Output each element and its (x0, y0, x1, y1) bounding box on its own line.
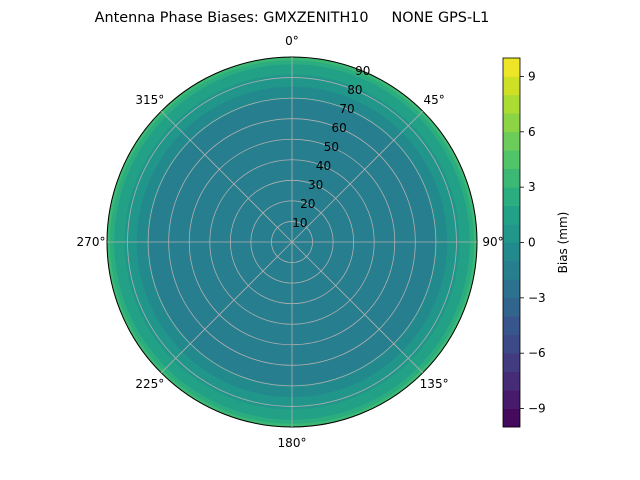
colorbar-tick-label: −3 (528, 291, 546, 305)
radial-tick-label: 60 (332, 121, 347, 135)
colorbar-segment (503, 334, 520, 354)
radial-tick-label: 20 (300, 197, 315, 211)
radial-tick-label: 70 (339, 102, 354, 116)
colorbar-segment (503, 279, 520, 299)
angular-gridline (291, 241, 424, 374)
angular-tick-label: 180° (278, 436, 307, 450)
chart-title: Antenna Phase Biases: GMXZENITH10 NONE G… (95, 10, 490, 26)
angular-tick-label: 0° (285, 34, 299, 48)
radial-tick-label: 40 (316, 159, 331, 173)
colorbar-segment (503, 113, 520, 133)
angular-gridline (160, 241, 293, 374)
colorbar-segment (503, 297, 520, 317)
colorbar: −9 −6 −3 0 3 6 9 Bias (mm) (502, 57, 570, 428)
polar-grid (106, 56, 478, 428)
angular-gridline (291, 110, 424, 243)
colorbar-segment (503, 353, 520, 372)
colorbar-segment (503, 205, 520, 225)
angular-tick-label: 135° (420, 377, 449, 391)
colorbar-segment (503, 94, 520, 114)
colorbar-segment (503, 187, 520, 206)
colorbar-tick-label: 6 (528, 125, 536, 139)
colorbar-segment (503, 316, 520, 336)
angular-gridline (160, 110, 293, 243)
angular-tick-label: 315° (135, 93, 164, 107)
angular-tick-label: 45° (423, 93, 444, 107)
radial-tick-label: 10 (292, 216, 307, 230)
colorbar-segment (503, 131, 520, 151)
angular-tick-label: 225° (135, 377, 164, 391)
colorbar-tick-label: −6 (528, 346, 546, 360)
radial-tick-label: 50 (324, 140, 339, 154)
colorbar-segment (503, 371, 520, 391)
colorbar-segment (503, 150, 520, 169)
colorbar-tick-label: 0 (528, 236, 536, 250)
angular-tick-labels: 0° 45° 90° 135° 180° 225° 270° 315° (77, 34, 504, 450)
colorbar-label: Bias (mm) (556, 212, 570, 274)
colorbar-segment (503, 58, 520, 77)
angular-tick-label: 270° (77, 235, 106, 249)
colorbar-segment (503, 408, 520, 428)
radial-tick-label: 90 (355, 64, 370, 78)
colorbar-segment (503, 242, 520, 262)
colorbar-tick-label: −9 (528, 402, 546, 416)
colorbar-segment (503, 260, 520, 280)
colorbar-tick-label: 3 (528, 180, 536, 194)
radial-tick-label: 80 (347, 83, 362, 97)
colorbar-segment (503, 390, 520, 409)
angular-tick-label: 90° (482, 235, 503, 249)
colorbar-segment (503, 76, 520, 96)
radial-tick-labels: 10 20 30 40 50 60 70 80 90 (292, 64, 370, 230)
colorbar-tick-label: 9 (528, 69, 536, 83)
colorbar-segment (503, 224, 520, 243)
colorbar-segment (503, 168, 520, 188)
radial-tick-label: 30 (308, 178, 323, 192)
